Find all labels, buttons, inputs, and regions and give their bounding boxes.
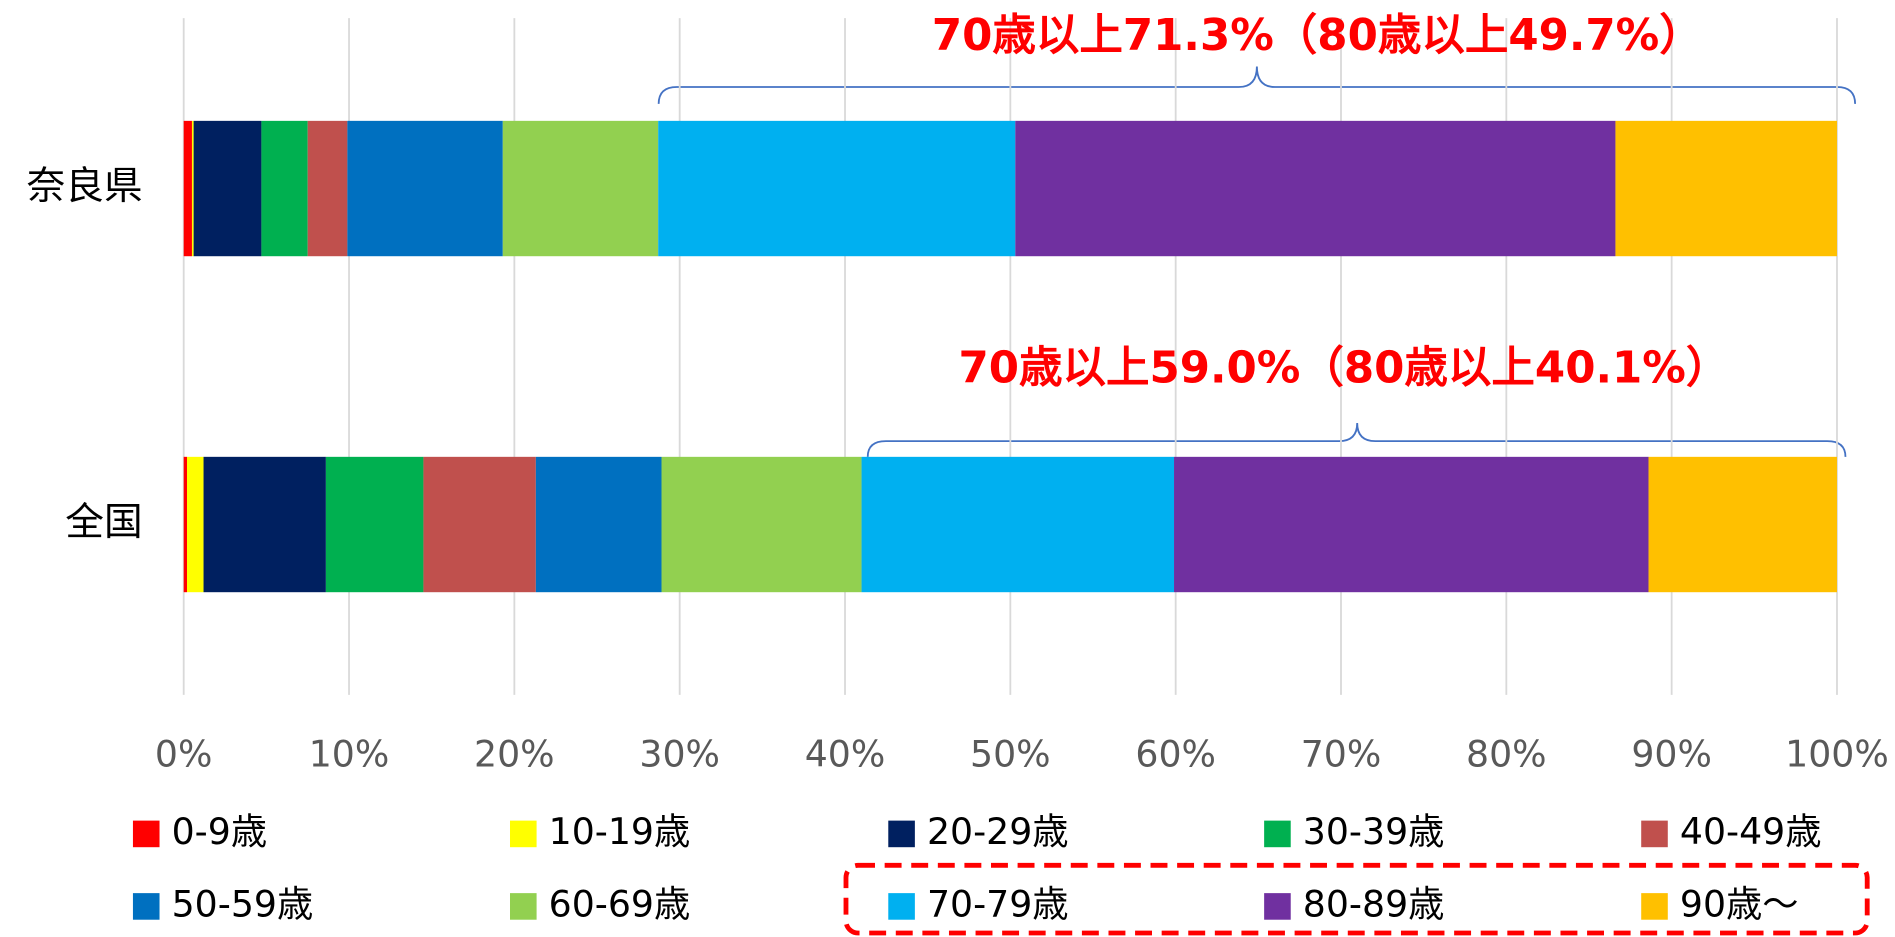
legend-swatch	[510, 820, 537, 848]
x-tick-label: 90%	[1631, 733, 1712, 776]
legend-swatch	[1641, 820, 1668, 848]
bar-segment	[183, 120, 192, 257]
bar-segment	[203, 456, 326, 593]
x-tick-label: 10%	[309, 733, 390, 776]
legend-label: 50-59歳	[172, 882, 314, 925]
bar-segment	[307, 120, 348, 257]
bar-segment	[187, 456, 204, 593]
bar-segment	[1015, 120, 1616, 257]
bar-segment	[193, 120, 262, 257]
bar-segment	[861, 456, 1175, 593]
legend-label: 70-79歳	[927, 882, 1069, 925]
legend-swatch	[1264, 893, 1291, 920]
brace	[657, 66, 1857, 104]
bar-segment	[661, 456, 862, 593]
legend-label: 20-29歳	[927, 810, 1069, 853]
bar-segment	[183, 456, 188, 593]
annotation: 70歳以上59.0%（80歳以上40.1%）	[958, 344, 1729, 394]
legend-label: 30-39歳	[1303, 810, 1445, 853]
bar-segment	[191, 120, 194, 257]
legend-label: 90歳～	[1680, 882, 1799, 925]
legend-swatch	[888, 893, 915, 920]
y-tick-label: 全国	[65, 500, 142, 545]
legend-label: 60-69歳	[549, 882, 691, 925]
bar-segment	[261, 120, 308, 257]
y-tick-label: 奈良県	[27, 164, 143, 209]
brace	[866, 422, 1847, 457]
legend-label: 10-19歳	[549, 810, 691, 853]
legend-swatch	[888, 820, 915, 848]
legend-label: 80-89歳	[1303, 882, 1445, 925]
x-tick-label: 70%	[1301, 733, 1382, 776]
legend-swatch	[132, 820, 160, 848]
bar-segment	[1648, 456, 1837, 593]
annotation: 70歳以上71.3%（80歳以上49.7%）	[932, 11, 1703, 61]
x-tick-label: 20%	[474, 733, 555, 776]
legend-swatch	[510, 893, 537, 920]
bar-segment	[658, 120, 1016, 257]
x-tick-label: 60%	[1135, 733, 1216, 776]
legend-label: 0-9歳	[172, 810, 267, 853]
bar-segment	[1615, 120, 1837, 257]
x-tick-label: 40%	[805, 733, 886, 776]
x-tick-label: 80%	[1466, 733, 1547, 776]
bar-segment	[347, 120, 503, 257]
x-tick-label: 30%	[639, 733, 720, 776]
bar-segment	[535, 456, 662, 593]
x-tick-label: 100%	[1785, 733, 1889, 776]
bar-segment	[502, 120, 659, 257]
bar-segment	[325, 456, 424, 593]
legend-swatch	[1264, 820, 1291, 848]
legend-label: 40-49歳	[1680, 810, 1822, 853]
x-tick-label: 0%	[155, 733, 213, 776]
highlight-box	[843, 862, 1870, 936]
legend-swatch	[1641, 893, 1668, 920]
bar-segment	[423, 456, 536, 593]
legend-swatch	[132, 893, 160, 920]
x-tick-label: 50%	[970, 733, 1051, 776]
bar-segment	[1174, 456, 1649, 593]
